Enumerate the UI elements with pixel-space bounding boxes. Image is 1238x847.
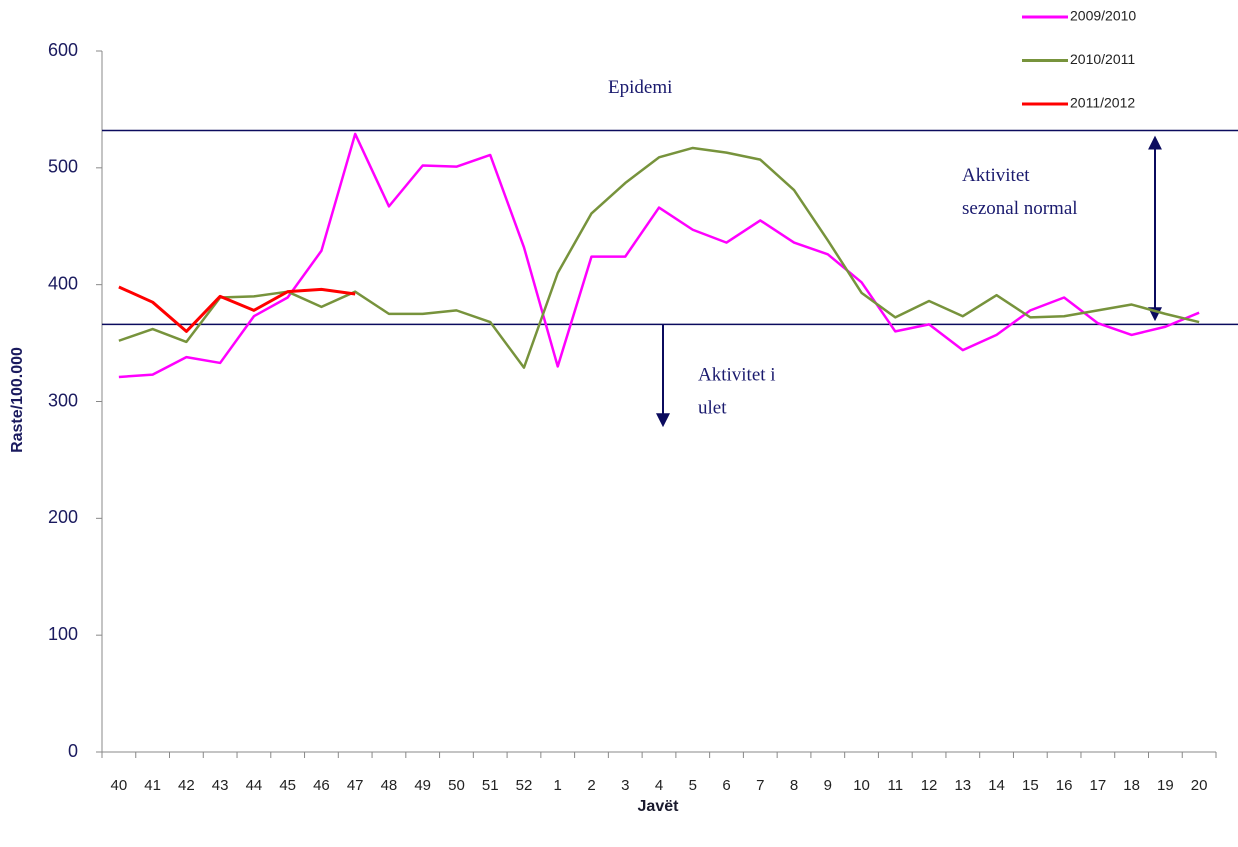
- x-tick-label: 19: [1157, 777, 1174, 794]
- x-tick-label: 15: [1022, 777, 1039, 794]
- x-tick-label: 6: [722, 777, 730, 794]
- y-tick-label: 0: [68, 741, 78, 761]
- x-tick-label: 41: [144, 777, 161, 794]
- x-tick-label: 11: [888, 777, 904, 794]
- x-tick-label: 9: [824, 777, 832, 794]
- y-tick-label: 400: [48, 273, 78, 293]
- series-line: [118, 146, 1200, 369]
- x-tick-label: 48: [381, 777, 398, 794]
- annotation: sezonal normal: [962, 198, 1078, 219]
- x-tick-label: 49: [414, 777, 431, 794]
- annotation: Aktivitet i: [698, 365, 776, 386]
- legend-label: 2009/2010: [1070, 8, 1136, 24]
- y-tick-label: 600: [48, 40, 78, 60]
- x-tick-label: 50: [448, 777, 465, 794]
- x-tick-label: 51: [482, 777, 499, 794]
- annotation: ulet: [698, 398, 727, 419]
- annotation: Epidemi: [608, 77, 672, 98]
- legend-label: 2011/2012: [1070, 95, 1135, 111]
- x-tick-label: 42: [178, 777, 195, 794]
- x-tick-label: 47: [347, 777, 364, 794]
- y-tick-label: 100: [48, 624, 78, 644]
- legend-label: 2010/2011: [1070, 51, 1135, 67]
- x-tick-label: 4: [655, 777, 663, 794]
- x-tick-label: 7: [756, 777, 764, 794]
- x-tick-label: 8: [790, 777, 798, 794]
- x-tick-label: 14: [988, 777, 1005, 794]
- x-tick-label: 5: [689, 777, 697, 794]
- x-tick-label: 40: [111, 777, 128, 794]
- x-tick-label: 2: [587, 777, 595, 794]
- x-tick-label: 1: [554, 777, 562, 794]
- y-axis-title: Raste/100.000: [9, 347, 26, 453]
- x-tick-label: 20: [1191, 777, 1208, 794]
- series-line: [118, 285, 356, 333]
- y-tick-label: 500: [48, 157, 78, 177]
- x-tick-label: 46: [313, 777, 330, 794]
- x-tick-label: 10: [853, 777, 870, 794]
- y-tick-label: 200: [48, 507, 78, 527]
- y-tick-label: 300: [48, 390, 78, 410]
- x-tick-label: 16: [1056, 777, 1073, 794]
- x-tick-label: 43: [212, 777, 229, 794]
- x-tick-label: 12: [921, 777, 938, 794]
- x-tick-label: 45: [279, 777, 296, 794]
- x-axis-title: Javët: [638, 798, 680, 815]
- x-tick-label: 3: [621, 777, 629, 794]
- x-tick-label: 13: [954, 777, 971, 794]
- x-tick-label: 17: [1090, 777, 1107, 794]
- series-line: [118, 132, 1200, 379]
- annotation: Aktivitet: [962, 165, 1030, 186]
- x-tick-label: 18: [1123, 777, 1140, 794]
- x-tick-label: 44: [246, 777, 263, 794]
- x-tick-label: 52: [516, 777, 533, 794]
